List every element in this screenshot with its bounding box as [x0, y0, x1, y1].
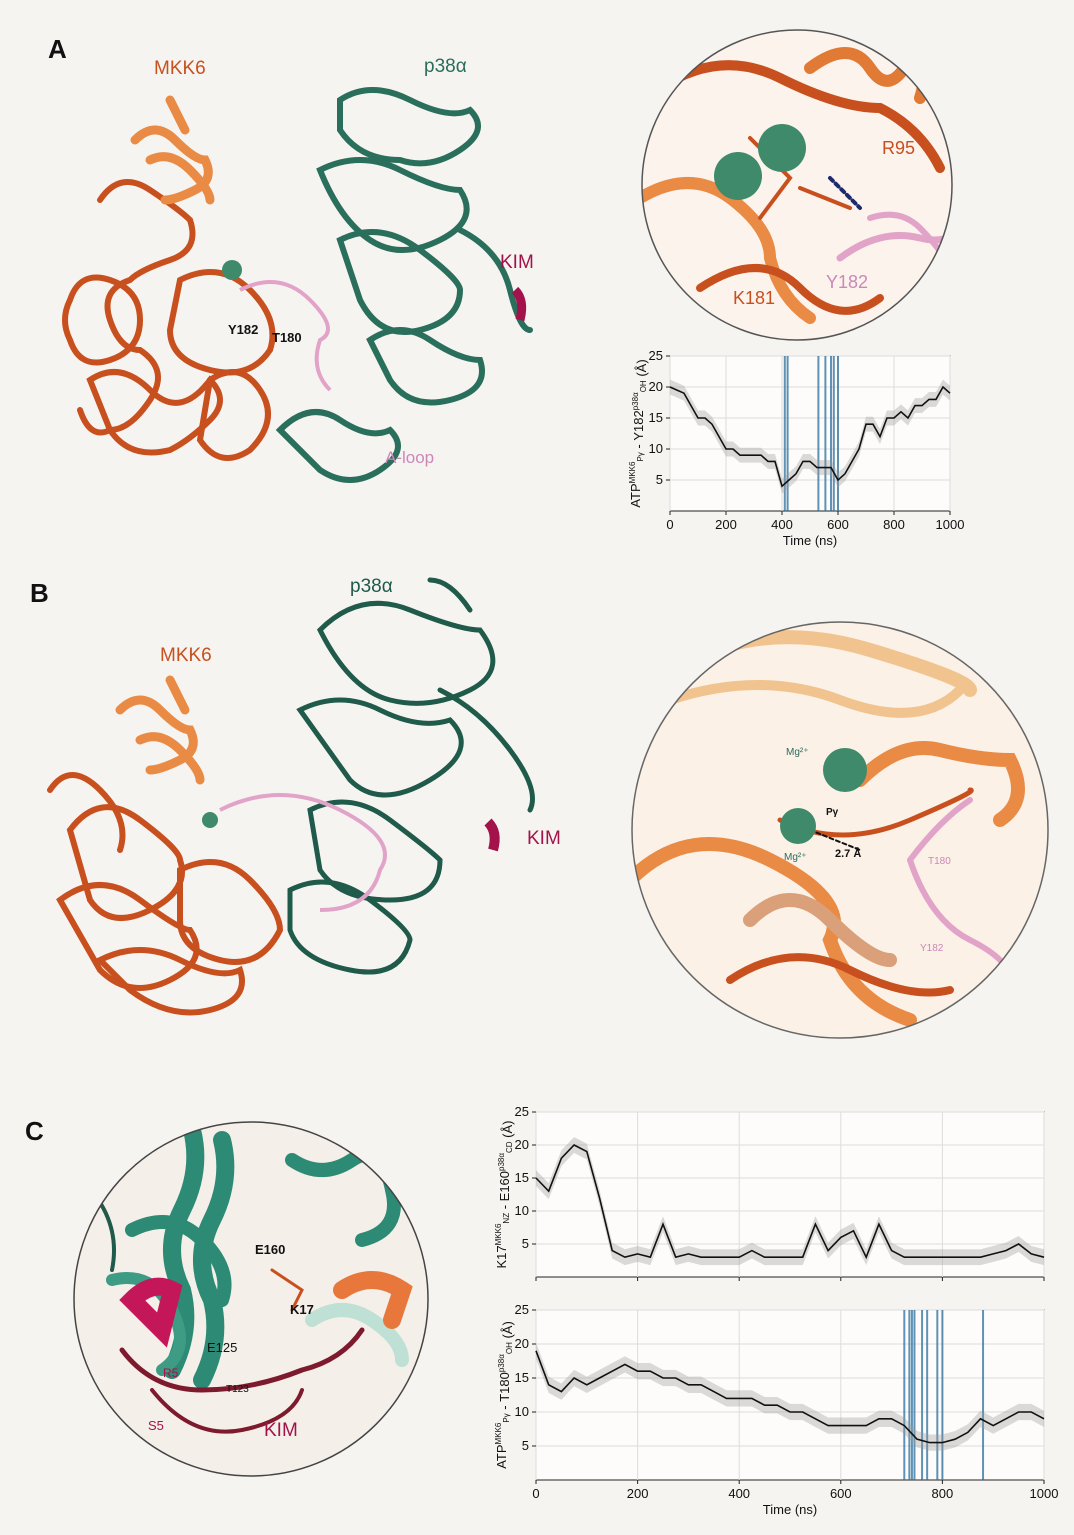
- label-e160-c: E160: [255, 1242, 285, 1257]
- label-t180-b: T180: [928, 856, 951, 867]
- label-r95-a: R95: [882, 138, 915, 159]
- panel-letter-a: A: [48, 34, 67, 65]
- structure-b-figure: [40, 570, 580, 1040]
- label-mkk6-a: MKK6: [154, 58, 206, 80]
- x-tick-label: 800: [883, 517, 905, 532]
- x-tick-label: 0: [532, 1486, 539, 1501]
- mkk6-structure-b: [50, 775, 280, 1013]
- y-tick-label: 25: [649, 348, 663, 363]
- x-tick-label: 800: [932, 1486, 954, 1501]
- zoom-a-figure: [640, 28, 955, 343]
- mkk6-nlobe-b: [120, 680, 200, 780]
- label-k17-c: K17: [290, 1302, 314, 1317]
- y-tick-label: 20: [515, 1137, 529, 1152]
- x-tick-label: 200: [627, 1486, 649, 1501]
- panel-letter-c: C: [25, 1116, 44, 1147]
- x-tick-label: 600: [830, 1486, 852, 1501]
- p38-structure-b: [290, 580, 533, 972]
- x-tick-label: 0: [666, 517, 673, 532]
- x-tick-label: 400: [728, 1486, 750, 1501]
- x-tick-label: 600: [827, 517, 849, 532]
- label-kim-a: KIM: [500, 252, 534, 274]
- label-p38-a: p38α: [424, 56, 467, 78]
- chart-c-bottom: 5 10 15 20 25 0 200 400 600 800 1000 Time (ns) ATPMK…: [470, 1302, 1060, 1530]
- p38-structure-a: [280, 90, 530, 480]
- x-axis-label: Time (ns): [763, 1502, 817, 1517]
- label-pg-b: Pγ: [826, 807, 838, 818]
- label-t123-c: T123: [226, 1384, 249, 1395]
- plot-frame: [536, 1310, 1044, 1480]
- y-axis-label: ATPMKK6Pγ - Y182p38αOH (Å): [628, 359, 649, 507]
- structure-a-figure: [40, 80, 560, 500]
- y-tick-label: 20: [515, 1336, 529, 1351]
- label-r5-c: R5: [163, 1366, 178, 1380]
- y-tick-label: 10: [515, 1404, 529, 1419]
- label-y182-b: Y182: [920, 943, 943, 954]
- y-tick-label: 5: [522, 1236, 529, 1251]
- label-mkk6-b: MKK6: [160, 645, 212, 667]
- zoom-b-figure: [630, 620, 1050, 1040]
- plot-frame: [670, 356, 950, 511]
- x-tick-label: 400: [771, 517, 793, 532]
- x-axis-label: Time (ns): [783, 533, 837, 548]
- label-t180-a: T180: [272, 330, 302, 345]
- kim-b: [488, 822, 495, 850]
- label-dist-b: 2.7 Å: [835, 848, 861, 860]
- chart-a: 5 10 15 20 25 0 200 400 600 800 1000 Time (ns) ATPMK…: [620, 348, 980, 553]
- label-y182-a: Y182: [228, 322, 258, 337]
- mkk6-structure-a: [65, 182, 273, 458]
- x-tick-label: 1000: [936, 517, 965, 532]
- label-aloop-a: A-loop: [385, 448, 434, 468]
- y-tick-label: 15: [649, 410, 663, 425]
- label-y182-zoom-a: Y182: [826, 272, 868, 293]
- y-axis-label: K17MKK6NZ - E160p38αCD (Å): [494, 1120, 515, 1268]
- label-p38-b: p38α: [350, 576, 393, 598]
- y-tick-label: 25: [515, 1104, 529, 1119]
- y-tick-label: 20: [649, 379, 663, 394]
- zoom-c-figure: [72, 1120, 430, 1478]
- y-tick-label: 25: [515, 1302, 529, 1317]
- y-tick-label: 15: [515, 1170, 529, 1185]
- y-tick-label: 15: [515, 1370, 529, 1385]
- label-mg1-b: Mg²⁺: [786, 747, 809, 758]
- y-axis-label: ATPMKK6Pγ - T180p38αOH (Å): [494, 1321, 515, 1469]
- y-tick-label: 10: [649, 441, 663, 456]
- x-tick-label: 200: [715, 517, 737, 532]
- label-mg2-b: Mg²⁺: [784, 852, 807, 863]
- label-kim-c: KIM: [264, 1420, 298, 1442]
- x-tick-label: 1000: [1030, 1486, 1059, 1501]
- y-tick-label: 5: [522, 1438, 529, 1453]
- label-e125-c: E125: [207, 1340, 237, 1355]
- mg-sphere-a: [222, 260, 242, 280]
- mg-sphere-b: [202, 812, 218, 828]
- label-k181-a: K181: [733, 288, 775, 309]
- y-tick-label: 5: [656, 472, 663, 487]
- label-kim-b: KIM: [527, 828, 561, 850]
- label-s5-c: S5: [148, 1418, 164, 1433]
- y-tick-label: 10: [515, 1203, 529, 1218]
